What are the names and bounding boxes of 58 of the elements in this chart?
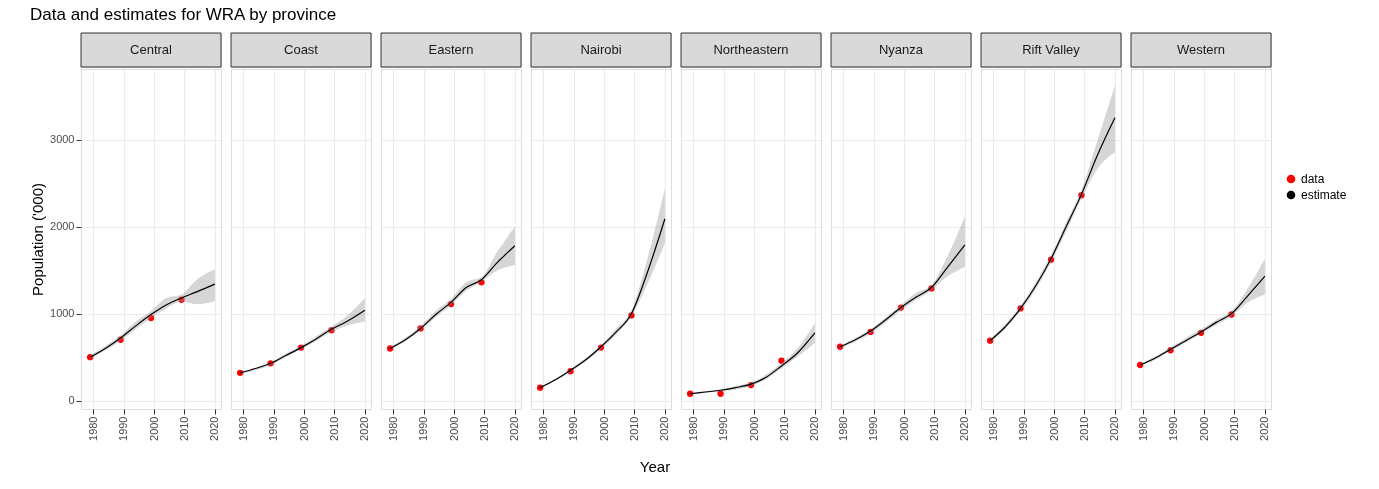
x-tick-label: 1980 (236, 416, 249, 441)
x-tick-label: 1990 (867, 416, 880, 441)
x-tick-label: 1990 (1017, 416, 1030, 441)
chart-title: Rift Valley (1022, 42, 1081, 57)
x-tick-label: 2010 (1227, 416, 1240, 441)
x-tick-label: 2010 (627, 416, 640, 441)
y-tick-label: 1000 (50, 307, 75, 320)
x-axis-title: Year (639, 458, 671, 475)
x-tick-label: 2010 (777, 416, 790, 441)
x-tick-label: 1980 (836, 416, 849, 441)
x-tick-label: 2020 (208, 416, 221, 441)
x-tick-label: 2000 (1197, 416, 1210, 441)
x-tick-label: 1990 (267, 416, 280, 441)
x-tick-label: 1980 (536, 416, 549, 441)
x-tick-label: 2020 (508, 416, 521, 441)
x-tick-label: 2000 (597, 416, 610, 441)
x-tick-label: 2020 (1258, 416, 1271, 441)
x-tick-label: 2010 (327, 416, 340, 441)
x-tick-label: 1990 (567, 416, 580, 441)
x-tick-label: 1980 (386, 416, 399, 441)
y-tick-label: 3000 (50, 133, 75, 146)
x-tick-label: 2020 (658, 416, 671, 441)
x-tick-label: 2000 (297, 416, 310, 441)
point (147, 314, 155, 322)
chart-title: Coast (284, 42, 319, 57)
text: Data and estimates for WRA by province (30, 5, 337, 24)
chart-title: Central (130, 42, 173, 57)
x-tick-label: 2000 (747, 416, 760, 441)
x-tick-label: 2010 (1077, 416, 1090, 441)
x-tick-label: 2000 (1047, 416, 1060, 441)
chart-title: Nyanza (878, 42, 924, 57)
x-tick-label: 2010 (927, 416, 940, 441)
x-tick-label: 1980 (986, 416, 999, 441)
x-tick-label: 2000 (147, 416, 160, 441)
x-tick-label: 1980 (1136, 416, 1149, 441)
x-tick-label: 1990 (117, 416, 130, 441)
chart-title: Northeastern (713, 42, 789, 57)
x-tick-label: 1990 (1167, 416, 1180, 441)
x-tick-label: 2010 (477, 416, 490, 441)
x-tick-label: 2000 (897, 416, 910, 441)
x-tick-label: 2010 (177, 416, 190, 441)
x-tick-label: 1990 (717, 416, 730, 441)
x-tick-label: 2020 (1108, 416, 1121, 441)
chart-title: Nairobi (580, 42, 622, 57)
chart-title: Western (1176, 42, 1226, 57)
y-tick-label: 0 (68, 394, 75, 407)
x-tick-label: 2000 (447, 416, 460, 441)
x-tick-label: 1990 (417, 416, 430, 441)
chart-title: Eastern (428, 42, 474, 57)
x-tick-label: 2020 (358, 416, 371, 441)
y-axis-title: Population ('000) (29, 183, 47, 296)
x-tick-label: 2020 (808, 416, 821, 441)
x-tick-label: 2020 (958, 416, 971, 441)
x-tick-label: 1980 (86, 416, 99, 441)
legend-label: estimate (1301, 188, 1347, 202)
y-tick-label: 2000 (50, 220, 75, 233)
legend-label: data (1301, 172, 1325, 186)
x-tick-label: 1980 (686, 416, 699, 441)
